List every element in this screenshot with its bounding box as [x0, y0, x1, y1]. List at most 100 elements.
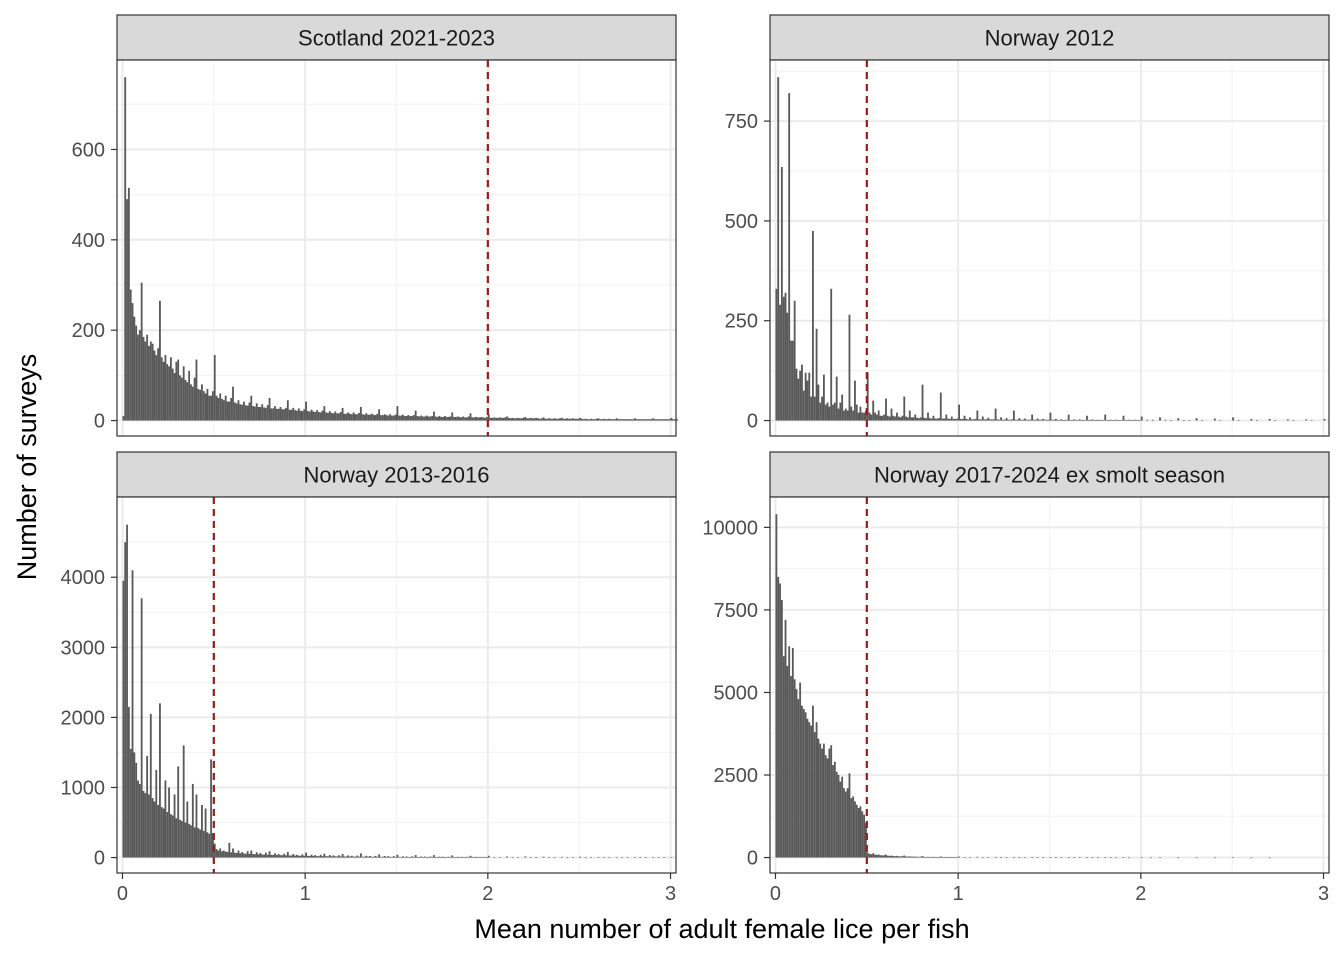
histogram-bar	[897, 416, 900, 421]
histogram-bar	[786, 666, 789, 858]
histogram-bar	[224, 395, 227, 421]
x-axis-title: Mean number of adult female lice per fis…	[474, 914, 969, 944]
histogram-bar	[233, 402, 236, 421]
histogram-bar	[566, 857, 569, 858]
histogram-bar	[590, 418, 592, 421]
histogram-bar	[590, 857, 592, 858]
histogram-bar	[1036, 418, 1039, 421]
histogram-bar	[290, 409, 293, 421]
histogram-bar	[1040, 419, 1043, 421]
histogram-bar	[465, 856, 468, 858]
histogram-bar	[881, 415, 884, 421]
histogram-bar	[835, 771, 838, 858]
histogram-bar	[389, 856, 392, 858]
histogram-bar	[782, 656, 785, 858]
histogram-bar	[950, 416, 953, 421]
histogram-bar	[255, 403, 258, 421]
histogram-bar	[279, 855, 282, 858]
histogram-bar	[837, 408, 840, 421]
histogram-bar	[1149, 857, 1152, 859]
histogram-bar	[332, 855, 335, 858]
histogram-bar	[919, 856, 922, 858]
histogram-bar	[542, 856, 545, 858]
panel-title: Norway 2017-2024 ex smolt season	[874, 463, 1225, 488]
histogram-bar	[434, 857, 437, 858]
histogram-bar	[1177, 418, 1180, 421]
histogram-bar	[784, 619, 787, 858]
histogram-bar	[1104, 857, 1107, 858]
histogram-bar	[1122, 415, 1125, 421]
histogram-bar	[339, 856, 342, 858]
histogram-bar	[195, 794, 198, 858]
histogram-bar	[899, 417, 902, 421]
histogram-bar	[652, 857, 655, 858]
histogram-bar	[131, 570, 134, 858]
histogram-bar	[272, 854, 275, 858]
histogram-bar	[188, 823, 191, 858]
histogram-bar	[157, 348, 160, 421]
histogram-bar	[854, 801, 856, 858]
histogram-bar	[316, 410, 318, 421]
histogram-bar	[1073, 857, 1076, 859]
histogram-bar	[1075, 420, 1077, 421]
histogram-bar	[994, 856, 997, 858]
y-tick-label: 5000	[714, 682, 759, 704]
histogram-bar	[610, 419, 613, 421]
histogram-bar	[540, 418, 543, 421]
histogram-bar	[1036, 857, 1039, 858]
histogram-bar	[912, 417, 915, 421]
histogram-bar	[584, 857, 587, 858]
histogram-bar	[775, 514, 778, 858]
histogram-bar	[498, 857, 501, 858]
histogram-bar	[274, 406, 276, 421]
histogram-bar	[632, 419, 634, 421]
histogram-bar	[363, 414, 366, 421]
histogram-bar	[1071, 420, 1074, 421]
histogram-bar	[826, 758, 829, 858]
histogram-bar	[215, 849, 218, 858]
histogram-bar	[648, 419, 651, 421]
histogram-bar	[1054, 857, 1057, 859]
histogram-bar	[272, 408, 275, 421]
histogram-bar	[1018, 418, 1021, 421]
histogram-bar	[601, 419, 603, 421]
histogram-bar	[356, 855, 359, 858]
histogram-bar	[361, 856, 364, 858]
histogram-bar	[1082, 420, 1085, 421]
histogram-bar	[491, 417, 494, 421]
histogram-bar	[983, 419, 986, 421]
histogram-bar	[850, 406, 853, 421]
histogram-bar	[177, 766, 180, 858]
histogram-bar	[1020, 419, 1023, 421]
histogram-bar	[857, 808, 860, 858]
histogram-bar	[559, 418, 561, 421]
histogram-bar	[808, 372, 811, 421]
histogram-bar	[233, 852, 236, 858]
histogram-bar	[349, 856, 351, 858]
histogram-bar	[1062, 420, 1065, 421]
histogram-bar	[994, 408, 997, 421]
histogram-bar	[914, 856, 917, 858]
histogram-bar	[374, 855, 377, 858]
histogram-bar	[1137, 420, 1140, 421]
histogram-bar	[810, 396, 813, 421]
histogram-bar	[334, 411, 337, 421]
histogram-bar	[133, 316, 136, 421]
histogram-bar	[1115, 857, 1118, 859]
histogram-bar	[1073, 419, 1076, 421]
histogram-bar	[808, 722, 811, 858]
histogram-bar	[197, 828, 200, 858]
histogram-bar	[453, 416, 455, 421]
histogram-bar	[138, 783, 141, 858]
histogram-bar	[852, 796, 855, 858]
histogram-bar	[149, 713, 152, 858]
histogram-bar	[804, 712, 807, 858]
histogram-bar	[919, 417, 922, 421]
histogram-bar	[487, 855, 490, 858]
histogram-bar	[639, 419, 642, 421]
histogram-bar	[901, 856, 904, 858]
histogram-bar	[436, 857, 439, 858]
histogram-bar	[819, 402, 822, 421]
histogram-bar	[1031, 414, 1034, 421]
